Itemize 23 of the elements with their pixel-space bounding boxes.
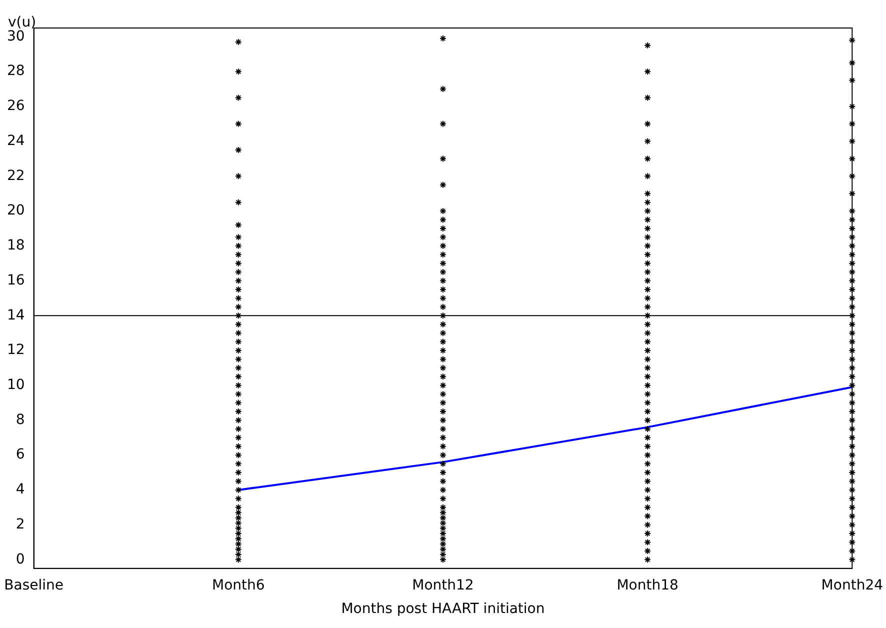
x-tick-label: Month12 bbox=[412, 577, 474, 594]
y-tick-label: 18 bbox=[6, 238, 25, 254]
y-tick-label: 2 bbox=[16, 516, 25, 532]
y-tick-label: 14 bbox=[6, 307, 25, 324]
y-axis-title: v(u) bbox=[8, 14, 36, 31]
y-tick-label: 4 bbox=[16, 482, 25, 498]
y-tick-label: 26 bbox=[6, 98, 25, 114]
y-tick-label: 30 bbox=[6, 28, 25, 44]
y-tick-label: 10 bbox=[6, 377, 25, 393]
y-tick-label: 22 bbox=[6, 168, 25, 184]
x-tick-label: Month6 bbox=[212, 577, 265, 594]
x-tick-label: Month18 bbox=[616, 577, 678, 594]
x-axis-title: Months post HAART initiation bbox=[341, 601, 545, 618]
y-tick-label: 20 bbox=[6, 202, 25, 219]
y-tick-label: 0 bbox=[16, 551, 25, 568]
x-tick-label: Month24 bbox=[821, 577, 884, 594]
y-tick-label: 28 bbox=[6, 63, 25, 80]
y-tick-label: 16 bbox=[6, 272, 25, 288]
x-tick-label: Baseline bbox=[4, 577, 64, 594]
y-tick-label: 24 bbox=[6, 132, 25, 149]
y-tick-label: 8 bbox=[16, 412, 25, 428]
y-tick-label: 12 bbox=[6, 342, 25, 358]
y-tick-label: 6 bbox=[16, 446, 25, 463]
